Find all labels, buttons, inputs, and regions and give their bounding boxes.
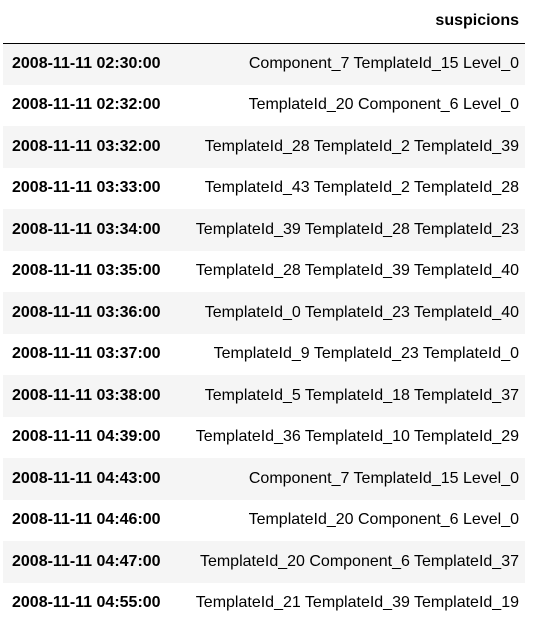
row-suspicions-value: TemplateId_39 TemplateId_28 TemplateId_2… — [195, 220, 519, 238]
row-suspicions-value: Component_7 TemplateId_15 Level_0 — [248, 469, 519, 487]
row-timestamp: 2008-11-11 04:39:00 — [12, 428, 161, 446]
row-suspicions-value: TemplateId_5 TemplateId_18 TemplateId_37 — [204, 386, 519, 404]
table-row: 2008-11-11 03:37:00 TemplateId_9 Templat… — [3, 333, 525, 375]
table-row: 2008-11-11 04:55:00 TemplateId_21 Templa… — [3, 582, 525, 624]
row-suspicions-value: TemplateId_28 TemplateId_2 TemplateId_39 — [204, 137, 519, 155]
row-suspicions-value: TemplateId_9 TemplateId_23 TemplateId_0 — [213, 345, 519, 363]
row-suspicions-value: TemplateId_43 TemplateId_2 TemplateId_28 — [204, 179, 519, 197]
row-timestamp: 2008-11-11 04:46:00 — [12, 511, 161, 529]
table-header: suspicions — [3, 0, 525, 44]
table-row: 2008-11-11 04:43:00 Component_7 Template… — [3, 458, 525, 500]
row-timestamp: 2008-11-11 03:36:00 — [12, 303, 161, 321]
row-timestamp: 2008-11-11 03:32:00 — [12, 137, 161, 155]
row-timestamp: 2008-11-11 02:30:00 — [12, 55, 161, 72]
row-timestamp: 2008-11-11 03:37:00 — [12, 345, 161, 363]
suspicions-table: suspicions 2008-11-11 02:30:00 Component… — [3, 0, 525, 624]
table-row: 2008-11-11 04:47:00 TemplateId_20 Compon… — [3, 541, 525, 583]
row-timestamp: 2008-11-11 03:34:00 — [12, 220, 161, 238]
table-row: 2008-11-11 02:32:00 TemplateId_20 Compon… — [3, 84, 525, 126]
row-suspicions-value: TemplateId_20 Component_6 Level_0 — [248, 96, 519, 114]
row-suspicions-value: TemplateId_0 TemplateId_23 TemplateId_40 — [204, 303, 519, 321]
row-timestamp: 2008-11-11 03:35:00 — [12, 262, 161, 280]
row-suspicions-value: TemplateId_36 TemplateId_10 TemplateId_2… — [195, 428, 519, 446]
table-row: 2008-11-11 03:33:00 TemplateId_43 Templa… — [3, 167, 525, 209]
row-suspicions-value: TemplateId_20 Component_6 TemplateId_37 — [199, 552, 519, 570]
table-row: 2008-11-11 03:34:00 TemplateId_39 Templa… — [3, 209, 525, 251]
table-row: 2008-11-11 03:32:00 TemplateId_28 Templa… — [3, 126, 525, 168]
table-row: 2008-11-11 03:35:00 TemplateId_28 Templa… — [3, 250, 525, 292]
row-timestamp: 2008-11-11 03:33:00 — [12, 179, 161, 197]
header-row: suspicions — [3, 0, 525, 44]
row-suspicions-value: TemplateId_21 TemplateId_39 TemplateId_1… — [195, 594, 519, 612]
row-timestamp: 2008-11-11 04:55:00 — [12, 594, 161, 612]
dataframe-output: suspicions 2008-11-11 02:30:00 Component… — [3, 0, 525, 624]
table-row: 2008-11-11 02:30:00 Component_7 Template… — [3, 43, 525, 85]
row-timestamp: 2008-11-11 04:43:00 — [12, 469, 161, 487]
row-timestamp: 2008-11-11 04:47:00 — [12, 552, 161, 570]
index-column-header — [3, 0, 179, 44]
row-timestamp: 2008-11-11 03:38:00 — [12, 386, 161, 404]
table-row: 2008-11-11 03:38:00 TemplateId_5 Templat… — [3, 375, 525, 417]
row-suspicions-value: TemplateId_28 TemplateId_39 TemplateId_4… — [195, 262, 519, 280]
row-timestamp: 2008-11-11 02:32:00 — [12, 96, 161, 114]
table-body: 2008-11-11 02:30:00 Component_7 Template… — [3, 43, 525, 624]
suspicions-column-header: suspicions — [179, 0, 525, 44]
table-row: 2008-11-11 04:39:00 TemplateId_36 Templa… — [3, 416, 525, 458]
row-suspicions-value: TemplateId_20 Component_6 Level_0 — [248, 511, 519, 529]
row-suspicions-value: Component_7 TemplateId_15 Level_0 — [248, 55, 519, 72]
table-row: 2008-11-11 04:46:00 TemplateId_20 Compon… — [3, 499, 525, 541]
table-row: 2008-11-11 03:36:00 TemplateId_0 Templat… — [3, 292, 525, 334]
